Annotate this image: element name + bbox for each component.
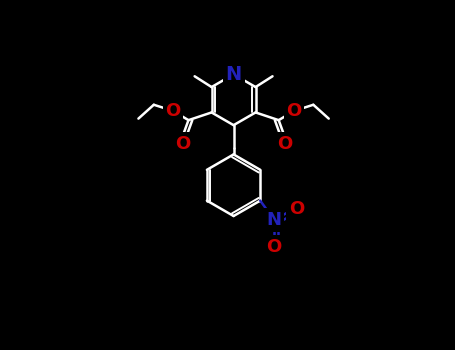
Text: O: O <box>277 135 293 153</box>
Text: O: O <box>166 102 181 120</box>
Text: O: O <box>289 200 304 218</box>
Text: O: O <box>267 238 282 256</box>
Text: N: N <box>267 211 282 229</box>
Text: N: N <box>225 65 242 84</box>
Text: O: O <box>175 135 190 153</box>
Text: O: O <box>287 102 302 120</box>
